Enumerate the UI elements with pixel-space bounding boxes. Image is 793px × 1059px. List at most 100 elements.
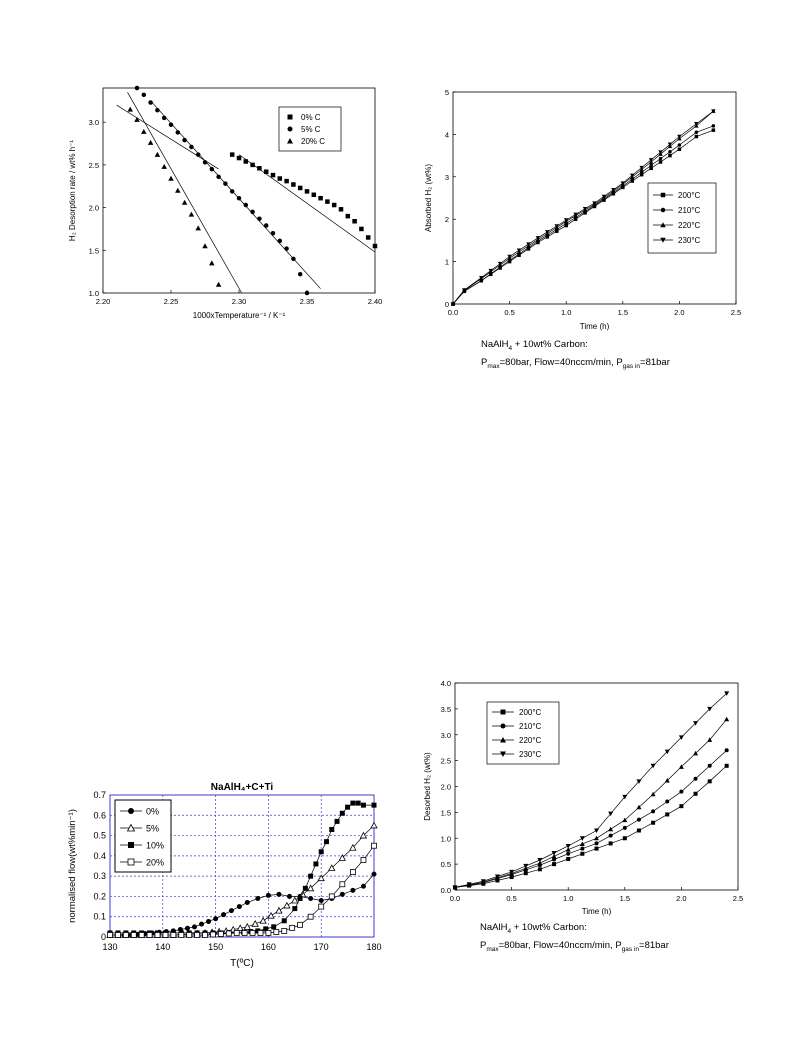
c2-point-triangle-down	[582, 206, 588, 211]
c3-point-square	[371, 802, 377, 808]
c4-point-triangle	[622, 817, 628, 823]
c1-point-triangle	[168, 175, 174, 181]
c1-point-circle	[141, 92, 147, 98]
c2-legend-marker	[660, 192, 666, 198]
c4-point-triangle	[650, 791, 656, 797]
c3-point-square-open	[170, 932, 177, 938]
c3-point-square-open	[289, 924, 296, 931]
c4-xtick-label: 1.0	[563, 894, 573, 903]
c4-point-square	[707, 779, 712, 784]
c3-point-triangle-open	[328, 864, 336, 871]
c3-point-circle	[228, 908, 234, 914]
c4-point-circle	[566, 851, 571, 856]
c3-point-circle	[350, 887, 356, 893]
c4-point-triangle-down	[678, 735, 684, 740]
c2-xtick-label: 2.0	[674, 308, 684, 317]
c3-point-circle	[236, 904, 242, 910]
c3-point-square-open	[225, 930, 232, 937]
c4-legend-label: 200°C	[519, 708, 542, 717]
c3-point-square	[355, 800, 361, 806]
c4-point-square	[608, 841, 613, 846]
c3-point-square-open	[130, 932, 137, 938]
c1-point-square	[284, 178, 289, 184]
c3-point-circle	[287, 893, 293, 899]
c4-point-square	[580, 851, 585, 856]
c2-point-triangle-down	[648, 158, 654, 163]
c1-point-circle	[263, 223, 269, 228]
c3-ytick-label: 0.7	[93, 790, 106, 800]
c1-ytick-label: 2.5	[89, 161, 99, 170]
c3-point-square	[360, 802, 366, 808]
c3-xtick-label: 170	[314, 942, 329, 952]
c1-point-circle	[134, 85, 140, 91]
c3-point-square-open	[273, 929, 280, 935]
c4-point-triangle	[707, 737, 713, 742]
c3-point-triangle-open	[349, 843, 357, 851]
c4-legend-label: 210°C	[519, 722, 542, 731]
c1-point-square	[257, 166, 262, 171]
c3-point-square-open	[307, 913, 314, 920]
c4-point-circle	[622, 825, 627, 830]
c3-point-triangle-open	[236, 924, 244, 932]
c2-point-triangle-down	[479, 275, 484, 280]
c1-point-square	[359, 226, 364, 232]
c1-point-square	[311, 192, 317, 198]
c1-point-circle	[236, 195, 242, 201]
c2-frame	[452, 91, 737, 305]
c3-frame	[109, 794, 375, 938]
c3-legend-marker	[127, 858, 135, 866]
c4-point-triangle-down	[594, 828, 599, 833]
c4-point-circle	[594, 841, 599, 846]
c1-legend-marker	[287, 114, 293, 120]
c1-point-triangle	[209, 260, 215, 266]
c3-point-square-open	[138, 932, 145, 938]
c2-legend-marker	[660, 222, 666, 228]
c3-point-triangle-open	[306, 884, 315, 892]
c4-point-circle	[636, 817, 641, 822]
c2-point-square	[639, 172, 644, 177]
c1-point-square	[352, 219, 357, 224]
c4-legend-label: 230°C	[519, 750, 542, 759]
c1-point-square	[291, 182, 296, 187]
c1-point-circle	[175, 130, 181, 135]
c1-fit-line	[238, 154, 376, 253]
c3-point-square-open	[241, 930, 248, 936]
c1-xtick-label: 2.40	[368, 297, 383, 306]
c3-legend-label: 0%	[146, 807, 159, 817]
c3-point-square-open	[162, 932, 169, 938]
c3-point-triangle-open	[267, 911, 275, 919]
c3-point-square-open	[194, 932, 201, 938]
c3-point-circle	[199, 921, 205, 927]
c3-point-square	[281, 918, 287, 924]
c2-point-square	[564, 223, 568, 228]
c4-xlabel: Time (h)	[582, 907, 612, 916]
c1-point-square	[263, 169, 269, 174]
c3-point-square-open	[265, 930, 272, 936]
c4-point-square	[693, 791, 698, 796]
c3-xtick-label: 160	[261, 942, 276, 952]
c1-ylabel: H₂ Desorption rate / wt% h⁻¹	[68, 140, 77, 241]
c4-legend-marker	[500, 723, 506, 729]
c1-point-circle	[209, 166, 215, 172]
c3-ytick-label: 0.5	[93, 831, 106, 841]
c3-legend-marker	[128, 842, 134, 848]
c3-point-square-open	[349, 869, 356, 875]
c3-point-square-open	[328, 893, 335, 900]
c4-point-triangle	[693, 750, 699, 756]
c1-point-square	[331, 202, 337, 208]
c1-point-square	[318, 195, 323, 201]
c2-point-triangle-down	[667, 142, 673, 147]
c1-point-circle	[304, 290, 310, 296]
c3-ytick-label: 0	[101, 932, 106, 942]
c4-point-circle	[679, 789, 684, 794]
c4-point-triangle-down	[650, 763, 656, 769]
c4-point-square	[724, 763, 729, 768]
c1-point-circle	[182, 137, 187, 143]
c3-point-square-open	[233, 930, 240, 936]
c2-point-triangle-down	[711, 109, 716, 114]
c2-point-circle	[711, 124, 716, 128]
c1-point-triangle	[175, 187, 181, 193]
c4-point-circle	[693, 776, 698, 781]
c2-point-triangle-down	[554, 224, 560, 229]
c3-point-square-open	[154, 932, 161, 938]
